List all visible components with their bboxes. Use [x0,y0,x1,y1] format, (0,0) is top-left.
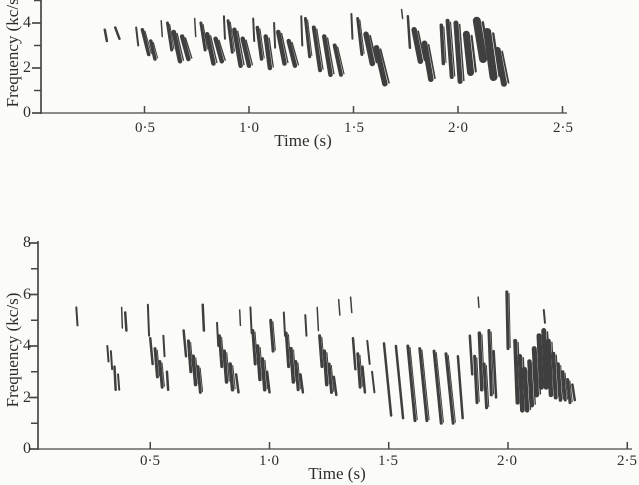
y-tick-label: 8 [23,234,31,251]
x-tick-label: 1·0 [259,453,279,469]
spectrogram-marks [75,290,577,425]
y-tick-label: 0 [23,440,31,457]
x-tick-label: 0·5 [140,453,160,469]
x-tick-label: 2·0 [448,120,468,136]
axis-lines [40,0,567,114]
spectrogram-panel-top [32,0,567,114]
y-tick-label: 2 [23,59,31,76]
tick-marks [29,242,628,450]
x-axis-label-top: Time (s) [274,131,332,150]
tick-marks [32,0,564,114]
spectrogram-panel-bottom [29,241,632,450]
y-tick-label: 4 [23,337,31,354]
x-tick-label: 1·5 [344,120,364,136]
spectrogram-marks [103,8,510,87]
x-tick-label: 1·0 [239,120,259,136]
x-tick-label: 1·5 [378,453,398,469]
x-tick-label: 2·5 [617,453,637,469]
y-tick-label: 0 [23,104,31,121]
x-tick-label: 2·0 [497,453,517,469]
x-axis-label-bottom: Time (s) [308,464,366,483]
y-tick-label: 4 [23,14,31,31]
x-tick-label: 2·5 [553,120,573,136]
y-tick-label: 6 [23,286,31,303]
y-tick-label: 2 [23,389,31,406]
y-axis-label-bottom: Frequency (kc/s) [3,292,22,408]
y-axis-label-top: Frequency (kc/s) [3,0,22,108]
x-tick-label: 0·5 [135,120,155,136]
